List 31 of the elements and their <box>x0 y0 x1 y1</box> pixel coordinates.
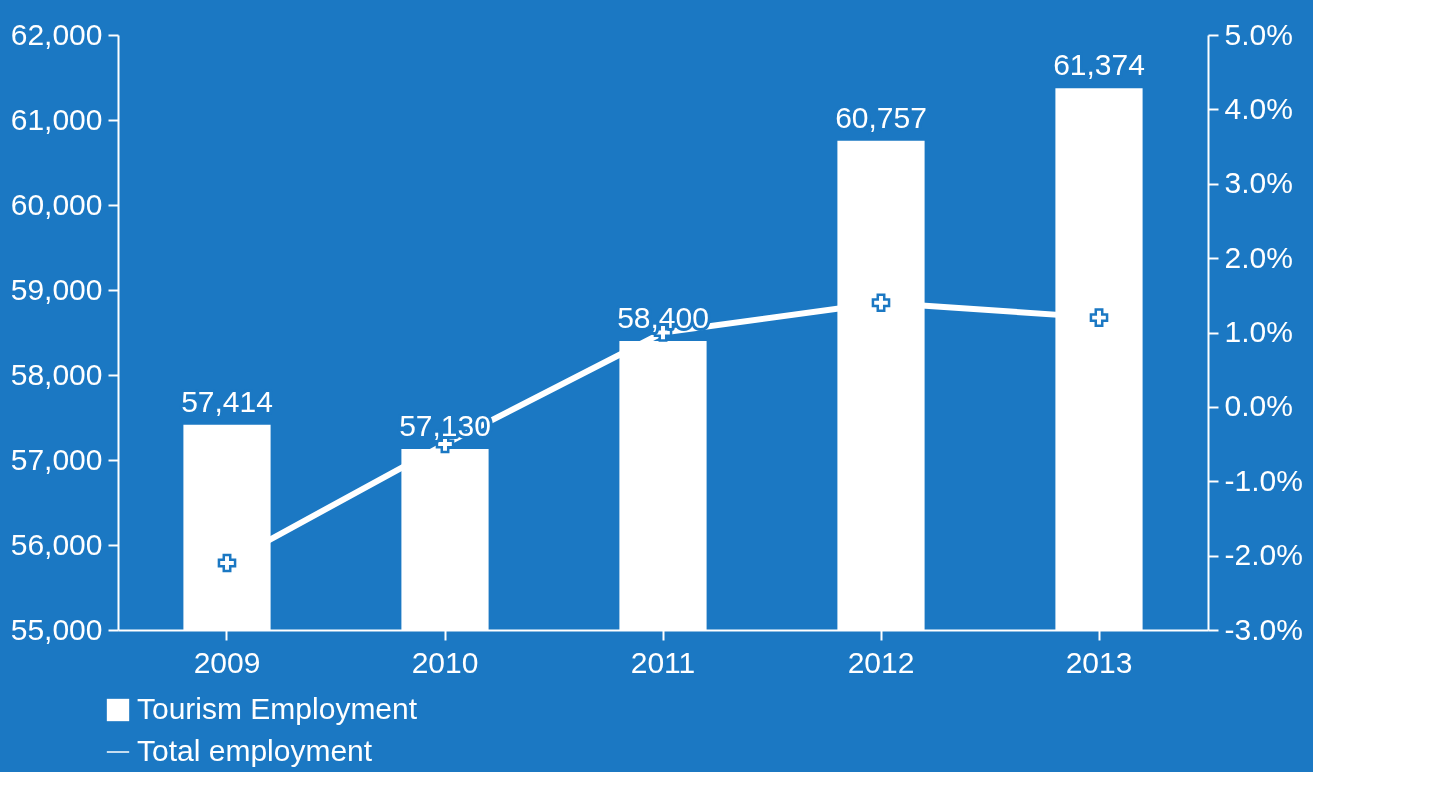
y2-tick-label: 4.0% <box>1224 91 1293 125</box>
y-tick-label: 58,000 <box>10 357 103 391</box>
data-label: 61,374 <box>1053 48 1145 82</box>
y2-tick-label: 3.0% <box>1224 166 1293 200</box>
y2-tick-label: 2.0% <box>1224 240 1293 274</box>
y-tick-label: 61,000 <box>10 102 103 136</box>
y-tick-label: 57,000 <box>10 442 103 476</box>
x-tick-label: 2011 <box>630 645 696 679</box>
y2-tick-label: 5.0% <box>1224 17 1293 51</box>
y2-tick-label: -1.0% <box>1224 463 1303 497</box>
y-tick-label: 60,000 <box>10 187 103 221</box>
y-tick-label: 55,000 <box>10 612 103 646</box>
y2-tick-label: 0.0% <box>1224 389 1293 423</box>
data-label: 58,400 <box>617 301 709 334</box>
x-tick-label: 2010 <box>411 645 479 679</box>
y-tick-label: 56,000 <box>10 527 103 561</box>
x-tick-label: 2009 <box>193 645 261 679</box>
data-label: 57,414 <box>181 384 273 418</box>
point <box>1089 308 1109 327</box>
x-tick-label: 2012 <box>847 645 915 679</box>
point <box>871 293 891 313</box>
legend-label: Tourism Employment <box>137 692 418 725</box>
y2-tick-label: -2.0% <box>1224 538 1303 572</box>
y2-tick-label: 1.0% <box>1224 315 1293 348</box>
point <box>217 553 237 573</box>
y-tick-label: 62,000 <box>10 17 103 51</box>
y2-tick-label: -3.0% <box>1224 612 1303 646</box>
y-tick-label: 59,000 <box>10 272 103 306</box>
data-label: 60,757 <box>835 100 927 134</box>
x-tick-label: 2013 <box>1065 645 1133 679</box>
legend-label: Total employment <box>137 734 373 767</box>
